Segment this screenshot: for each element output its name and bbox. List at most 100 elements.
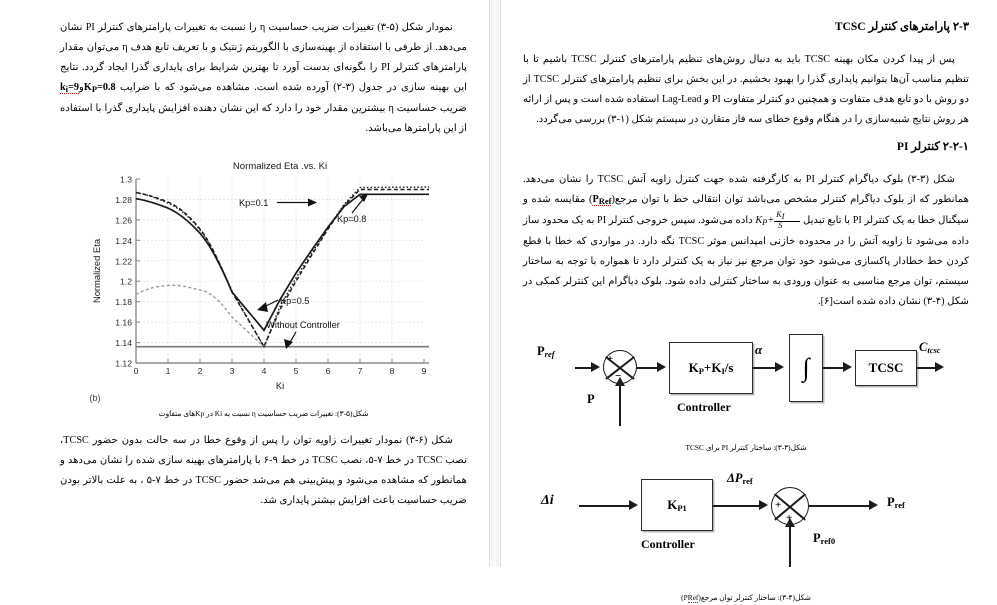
tcsc-block: TCSC (855, 350, 917, 386)
series-low-branch (135, 284, 264, 348)
left-paragraph-top-tail: ضریب حساسیت η بیشترین مقدار خود را دارد … (60, 103, 467, 134)
svg-text:1.28: 1.28 (115, 195, 132, 205)
sum2-plus-left: + (775, 499, 782, 511)
svg-text:1.16: 1.16 (115, 318, 132, 328)
wire-sum-to-controller (637, 367, 659, 369)
ki-over-s-fraction: KI S (774, 210, 801, 230)
conjunction-and: و (78, 82, 84, 93)
ctcsc-output-label: Ctcsc (919, 340, 941, 355)
series-kp-0-5 (135, 188, 429, 349)
annotation-without-controller: Without Controller (266, 320, 340, 330)
figure-3-4-caption-sub: Ref (687, 593, 699, 603)
wire-p-feedback (619, 384, 621, 426)
pref-symbol: PRef (592, 194, 612, 206)
left-paragraph-bottom: شکل (۶-۳) نمودار تغییرات زاویه توان را پ… (60, 435, 467, 506)
svg-text:1.12: 1.12 (115, 359, 132, 369)
kp-term: KP (755, 215, 768, 227)
chart-y-ticklabels: 1.3 1.28 1.26 1.24 1.22 1.2 1.18 1.16 1.… (115, 175, 132, 369)
plus-sign: + (767, 215, 775, 226)
svg-text:9: 9 (421, 366, 426, 376)
wire-deltai-to-gain (579, 505, 631, 507)
chart-tick-marks (134, 178, 425, 363)
left-page: نمودار شکل (۵-۳) تغییرات ضریب حساسیت η ر… (0, 0, 489, 566)
annotation-kp-0-8: Kp=0.8 (337, 214, 366, 224)
page-divider (489, 0, 501, 566)
section-heading-pi-controller: ۲-۲-۱ کنترلر PI (896, 141, 969, 153)
normalized-eta-chart: 1.3 1.28 1.26 1.24 1.22 1.2 1.18 1.16 1.… (84, 151, 444, 403)
pref-input-label: Pref (537, 344, 555, 359)
svg-text:0: 0 (133, 366, 138, 376)
svg-text:1: 1 (165, 366, 170, 376)
svg-text:4: 4 (261, 366, 266, 376)
arrowhead-into-gain (629, 500, 638, 510)
pi-transfer-function: KI S +KP (755, 210, 801, 230)
figure-3-3-caption: شکل(۳-۳): ساختار کنترلر PI برای TCSC (685, 443, 807, 452)
svg-text:8: 8 (389, 366, 394, 376)
svg-text:3: 3 (229, 366, 234, 376)
chart-annotations: Kp=0.1 Kp=0.8 Kp=0.5 Without Controller (239, 194, 368, 349)
svg-text:1.22: 1.22 (115, 256, 132, 266)
ki-symbol: ki=9 (60, 82, 79, 94)
chart-svg: 1.3 1.28 1.26 1.24 1.22 1.2 1.18 1.16 1.… (91, 161, 429, 391)
arrowhead-into-tcsc (843, 362, 852, 372)
integrator-symbol: ∫ (802, 353, 810, 382)
chart-grid (135, 179, 424, 363)
left-paragraph-top-text: نمودار شکل (۵-۳) تغییرات ضریب حساسیت η ر… (60, 22, 467, 93)
chart-xlabel: Ki (275, 380, 283, 391)
chart-x-ticklabels: 0 1 2 3 4 5 6 7 8 9 (133, 366, 426, 376)
arrowhead-pref0-up (785, 518, 795, 527)
right-paragraph-2-part-b: ) مقایسه شده و سیگنال خطا به یک کنترلر P… (523, 194, 969, 226)
chart-panel-label: (b) (89, 393, 101, 403)
svg-text:6: 6 (325, 366, 330, 376)
pref0-label: Pref0 (813, 531, 836, 546)
right-paragraph-2-part-c: داده می‌شود. سپس خروجی کنترلر PI به یک م… (523, 215, 969, 307)
alpha-label: α (755, 342, 763, 357)
pref-controller-caption: Controller (641, 537, 695, 551)
wire-sum-to-output (809, 505, 871, 507)
arrowhead-pref-output (869, 500, 878, 510)
svg-text:1.2: 1.2 (120, 277, 132, 287)
kp1-gain-block: KP1 (641, 479, 713, 531)
svg-text:1.14: 1.14 (115, 338, 132, 348)
chart-axes (134, 179, 429, 364)
svg-text:5: 5 (293, 366, 298, 376)
right-page: ۲-۳ پارامترهای کنترلر TCSC پس از پیدا کر… (501, 0, 997, 603)
p-feedback-label: P (587, 392, 595, 406)
sum-minus-sign: − (615, 370, 622, 382)
pref-output-label: Pref (887, 495, 905, 510)
wire-gain-to-sum (713, 505, 761, 507)
arrowhead-into-limiter (775, 362, 784, 372)
figure-5-3-caption: شکل(۵-۳): تغییرات ضریب حساسیت η نسبت به … (158, 409, 369, 418)
series-kp-0-8 (135, 193, 429, 332)
figure-3-3-pi-controller-diagram: Pref + − P KP+KI/s Controller α ∫ TCSC (531, 320, 961, 435)
pi-controller-block: KP+KI/s (669, 342, 753, 394)
tcsc-block-label: TCSC (868, 360, 904, 375)
pi-controller-formula: KP+KI/s (688, 360, 734, 376)
figure-3-4-caption: شکل(۴-۳): ساختار کنترلر توان مرجع(PRef) (523, 591, 969, 605)
svg-text:1.18: 1.18 (115, 297, 132, 307)
svg-text:1.24: 1.24 (115, 236, 132, 246)
kp1-label: KP1 (667, 497, 687, 513)
right-paragraph-2-part-a: شکل (۳-۳) بلوک دیاگرام کنترلر PI به کارگ… (523, 174, 969, 205)
wire-controller-to-limiter (753, 367, 777, 369)
wire-tcsc-output (917, 367, 937, 369)
svg-text:2: 2 (197, 366, 202, 376)
chart-ylabel: Normalized Eta (91, 238, 102, 303)
delta-pref-label: ΔPref (727, 471, 753, 486)
figure-3-4-caption-text: شکل(۴-۳): ساختار کنترلر توان مرجع(P (683, 593, 811, 602)
arrowhead-into-controller (657, 362, 666, 372)
arrowhead-output (935, 362, 944, 372)
svg-text:7: 7 (357, 366, 362, 376)
delta-i-input-label: Δi (541, 493, 554, 508)
svg-text:1.3: 1.3 (120, 175, 132, 185)
svg-text:1.26: 1.26 (115, 215, 132, 225)
limiter-block: ∫ (789, 334, 823, 402)
pi-controller-caption: Controller (677, 400, 731, 414)
arrowhead-feedback-up (615, 377, 625, 386)
wire-limiter-to-tcsc (823, 367, 845, 369)
chart-title: Normalized Eta .vs. Ki (232, 161, 326, 172)
kp-symbol: KP=0.8 (83, 82, 116, 94)
left-paragraph-top: نمودار شکل (۵-۳) تغییرات ضریب حساسیت η ر… (60, 18, 467, 139)
figure-3-4-pref-controller-diagram: Δi KP1 Controller ΔPref + + Pref0 Pref (531, 465, 961, 585)
arrowhead-into-sum (591, 362, 600, 372)
